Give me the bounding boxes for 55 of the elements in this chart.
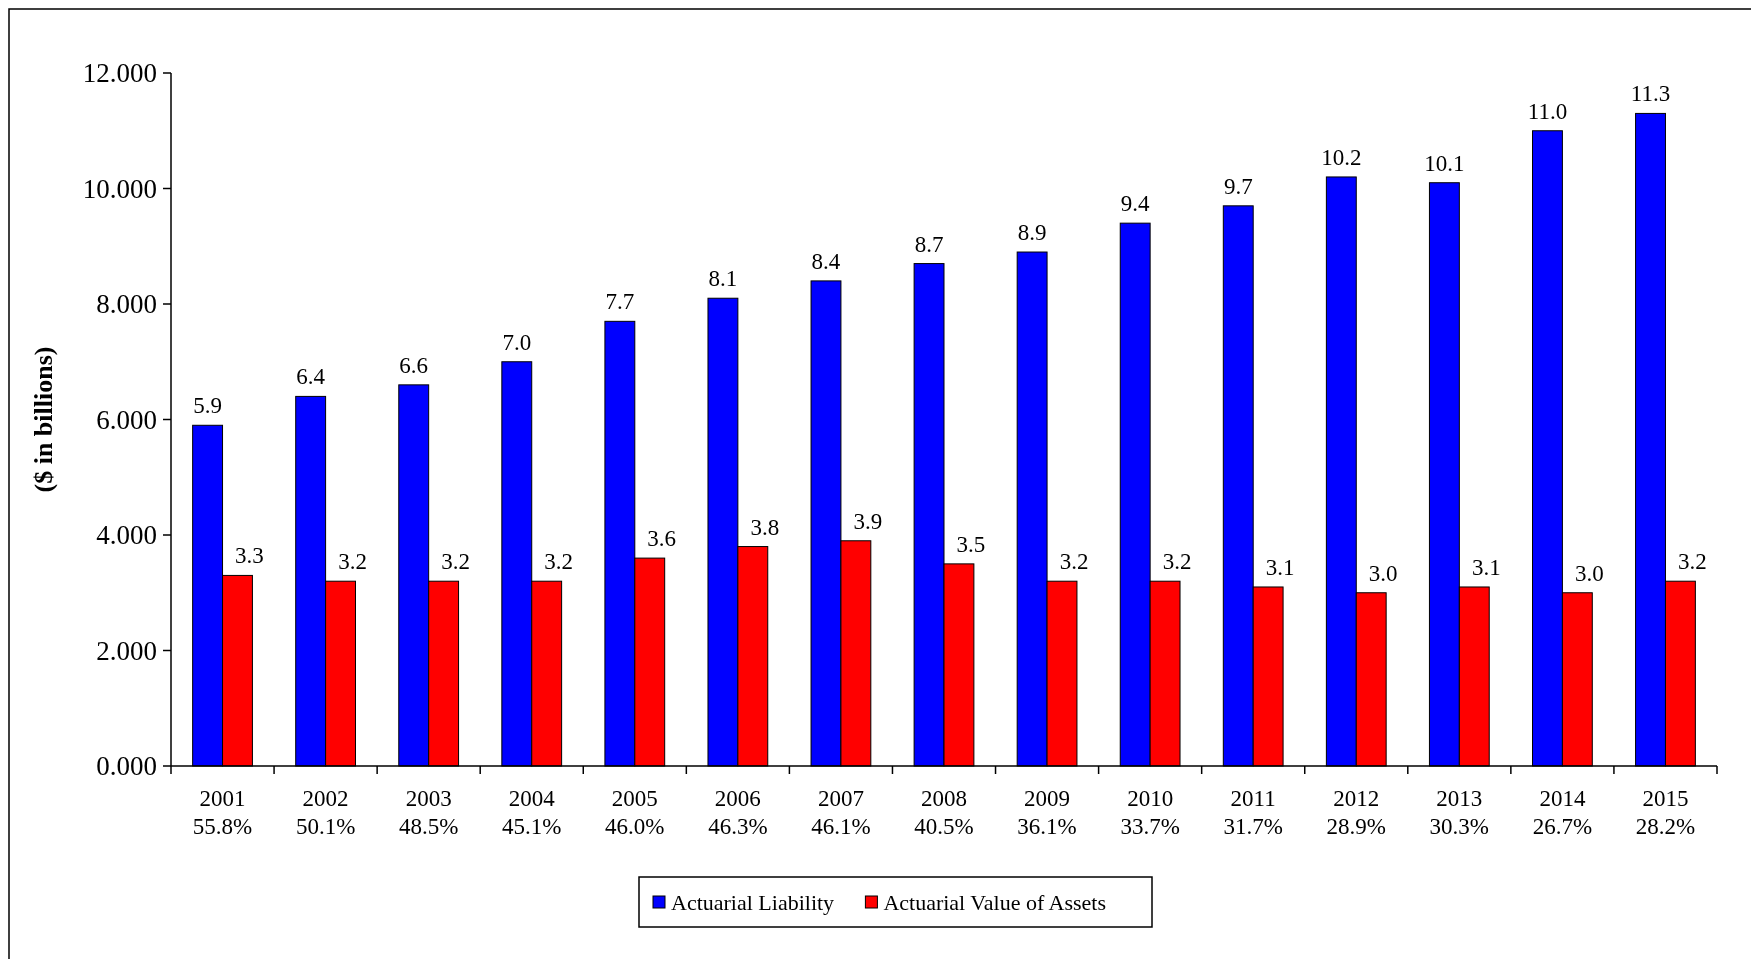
data-label: 8.7 <box>914 231 944 257</box>
data-label: 9.7 <box>1223 173 1253 199</box>
x-tick-label: 2011 31.7% <box>1223 786 1283 839</box>
data-label: 11.3 <box>1630 81 1671 107</box>
x-tick-label: 2010 33.7% <box>1120 786 1180 839</box>
data-label: 3.0 <box>1574 560 1604 586</box>
legend-label: Actuarial Liability <box>671 890 835 915</box>
data-label: 3.9 <box>853 508 883 534</box>
y-axis-title: ($ in billions) <box>29 346 58 493</box>
data-label: 3.1 <box>1471 554 1501 580</box>
data-label: 3.8 <box>750 514 780 540</box>
data-label: 8.9 <box>1017 220 1047 246</box>
data-label: 8.1 <box>708 266 738 292</box>
y-tick-label: 6.000 <box>96 404 157 435</box>
data-label: 3.2 <box>338 549 367 575</box>
y-tick-label: 0.000 <box>96 751 157 781</box>
x-tick-label: 2013 30.3% <box>1429 786 1490 839</box>
data-label: 7.0 <box>502 329 532 355</box>
x-tick-label: 2004 45.1% <box>502 786 562 839</box>
data-label: 3.1 <box>1265 554 1295 580</box>
data-label: 3.2 <box>1678 549 1707 575</box>
x-tick-label: 2003 48.5% <box>398 786 459 839</box>
data-label: 9.4 <box>1120 191 1151 217</box>
x-tick-label: 2006 46.3% <box>708 786 768 839</box>
y-tick-label: 10.000 <box>82 173 157 204</box>
x-tick-label: 2007 46.1% <box>811 786 871 839</box>
x-tick-label: 2012 28.9% <box>1326 786 1386 839</box>
y-tick-label: 2.000 <box>96 635 157 666</box>
data-label: 11.0 <box>1527 98 1568 124</box>
x-tick-label: 2005 46.0% <box>605 786 665 839</box>
data-label: 6.6 <box>399 352 429 378</box>
data-label: 8.4 <box>811 248 841 274</box>
data-label: 10.1 <box>1424 150 1465 176</box>
data-label: 3.2 <box>441 549 470 575</box>
y-tick-label: 8.000 <box>96 289 157 319</box>
x-tick-label: 2015 28.2% <box>1635 786 1696 839</box>
x-tick-label: 2014 26.7% <box>1532 786 1593 839</box>
data-label: 6.4 <box>296 364 326 390</box>
y-tick-label: 4.000 <box>96 520 157 550</box>
data-label: 5.9 <box>193 393 222 419</box>
data-label: 3.3 <box>235 543 264 569</box>
x-tick-label: 2009 36.1% <box>1017 786 1077 839</box>
data-label: 3.5 <box>956 531 986 557</box>
x-tick-label: 2001 55.8% <box>192 786 253 839</box>
x-tick-label: 2002 50.1% <box>295 786 356 839</box>
data-label: 3.6 <box>647 526 677 552</box>
data-label: 3.0 <box>1368 560 1398 586</box>
data-label: 3.2 <box>544 549 574 575</box>
legend-label: Actuarial Value of Assets <box>883 890 1107 915</box>
data-label: 3.2 <box>1162 549 1192 575</box>
data-label: 7.7 <box>605 289 635 315</box>
data-label: 10.2 <box>1321 144 1362 170</box>
y-tick-label: 12.000 <box>82 58 157 88</box>
data-label: 3.2 <box>1059 549 1089 575</box>
x-tick-label: 2008 40.5% <box>914 786 974 839</box>
